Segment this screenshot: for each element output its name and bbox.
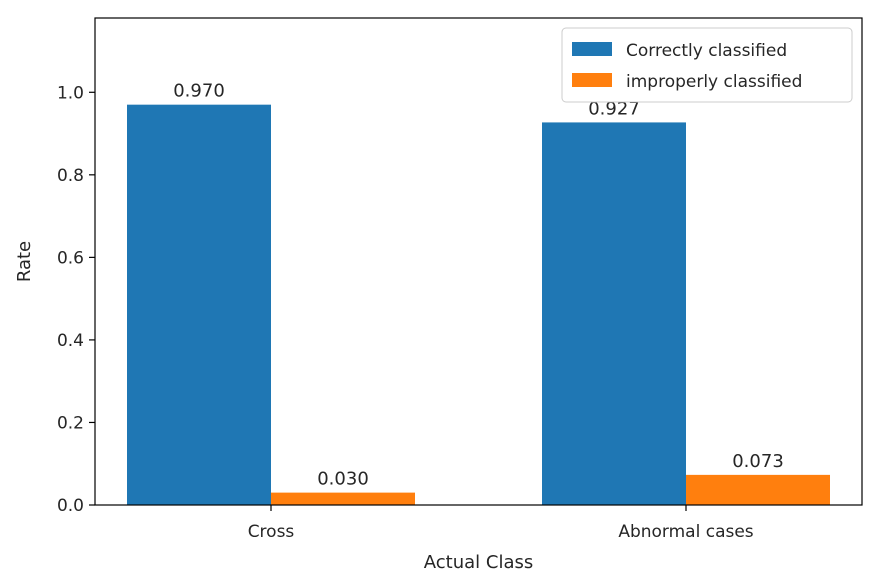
- y-tick-label: 0.2: [57, 413, 84, 433]
- x-tick-label: Abnormal cases: [618, 522, 753, 542]
- bars-layer: [127, 104, 830, 505]
- bar-value-label: 0.970: [173, 81, 225, 102]
- y-tick-label: 0.6: [57, 248, 84, 268]
- legend-swatch: [572, 42, 612, 56]
- legend: Correctly classified improperly classifie…: [561, 27, 853, 103]
- y-axis-label: Rate: [14, 241, 35, 282]
- bar-correct-0: [127, 104, 271, 505]
- x-axis-label: Actual Class: [424, 552, 533, 573]
- legend-label: improperly classified: [626, 72, 802, 92]
- bar-improper-1: [686, 474, 830, 505]
- y-tick-label: 1.0: [57, 83, 84, 103]
- y-tick-label: 0.0: [57, 496, 84, 516]
- legend-label: Correctly classified: [626, 41, 787, 61]
- axes-layer: 0.0 0.2 0.4 0.6 0.8 1.0 Cross Abnormal cases: [57, 17, 863, 542]
- bar-value-label: 0.073: [732, 451, 784, 472]
- value-labels-layer: 0.970 0.927 0.030 0.073: [173, 81, 784, 490]
- y-tick-label: 0.4: [57, 331, 84, 351]
- bar-value-label: 0.927: [588, 98, 640, 119]
- x-tick-label: Cross: [248, 522, 295, 542]
- legend-box: [561, 27, 853, 103]
- legend-swatch: [572, 73, 612, 87]
- bar-value-label: 0.030: [317, 469, 369, 490]
- bar-correct-1: [542, 122, 686, 505]
- plot-frame: [94, 17, 863, 506]
- y-tick-label: 0.8: [57, 166, 84, 186]
- bar-improper-0: [271, 492, 415, 505]
